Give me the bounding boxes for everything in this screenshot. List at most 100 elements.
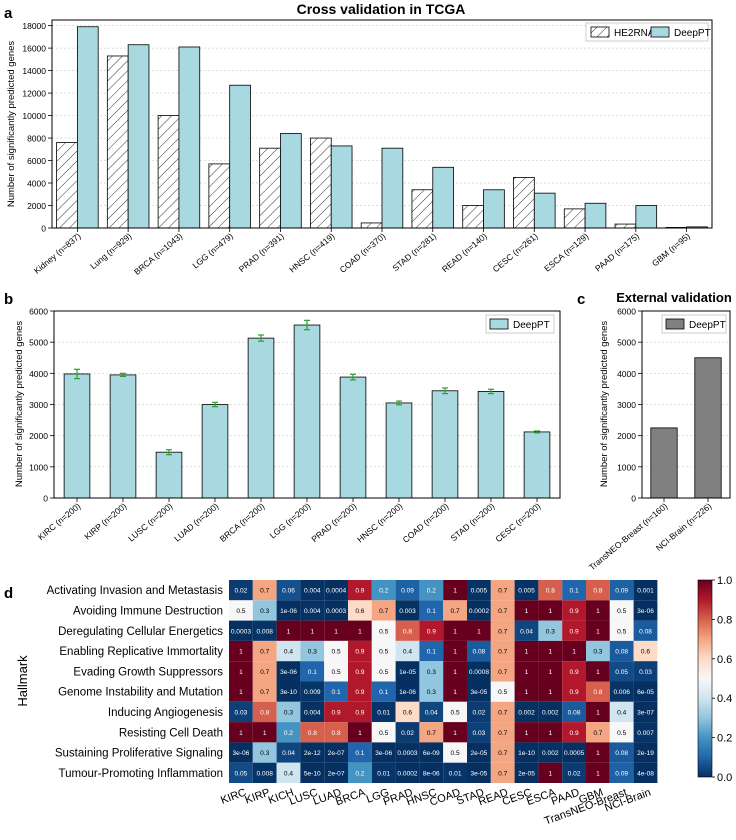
heatmap-cell-label: 0.0002 (469, 608, 490, 615)
heatmap-cell (371, 742, 396, 763)
heatmap-cell (229, 580, 253, 601)
heatmap-cell-label: 0.8 (593, 689, 602, 696)
heatmap-cell (276, 661, 301, 682)
heatmap-cell (371, 681, 396, 702)
b-bar (247, 337, 275, 499)
panel-a-chart: Cross validation in TCGA Number of signi… (6, 1, 713, 277)
heatmap-cell-label: 1 (453, 628, 457, 635)
c-ytick-label: 0 (631, 494, 636, 504)
heatmap-cell-label: 0.5 (617, 628, 626, 635)
heatmap-cell (467, 620, 491, 641)
colorbar-tick-label: 1.0 (717, 575, 732, 587)
heatmap-cell-label: 0.1 (379, 689, 388, 696)
a-bar (563, 208, 586, 229)
a-bar (411, 189, 434, 229)
heatmap-cell-label: 0.7 (498, 649, 507, 656)
a-xtick-label: STAD (n=281) (390, 231, 438, 273)
heatmap-cell (586, 600, 610, 621)
heatmap-cell (419, 762, 444, 783)
heatmap-cell-label: 0.5 (451, 750, 460, 757)
heatmap-cell (252, 580, 277, 601)
a-xtick-label: LGG (n=479) (190, 231, 235, 271)
a-ytick-label: 4000 (27, 179, 46, 189)
heatmap-cell (490, 681, 515, 702)
heatmap-cell-label: 0.9 (332, 709, 341, 716)
heatmap-cell-label: 0.9 (570, 669, 579, 676)
heatmap-cell-label: 0.002 (518, 709, 535, 716)
a-xtick-label: ESCA (n=129) (542, 231, 590, 274)
heatmap-cell (229, 722, 253, 743)
colorbar-tick-label: 0.2 (717, 733, 732, 745)
heatmap-cell (300, 762, 325, 783)
heatmap-cell-label: 0.007 (637, 730, 654, 737)
heatmap-cell-label: 0.08 (472, 649, 485, 656)
heatmap-cell (300, 600, 325, 621)
heatmap-cell (514, 742, 539, 763)
heatmap-cell-label: 0.008 (256, 628, 273, 635)
heatmap-cell (514, 661, 539, 682)
heatmap-cell-label: 0.7 (379, 608, 388, 615)
a-bar (178, 46, 201, 229)
heatmap-cell-label: 0.5 (379, 669, 388, 676)
heatmap-cell-label: 0.08 (615, 750, 628, 757)
heatmap-cell (633, 600, 658, 621)
b-ytick-label: 6000 (29, 307, 48, 317)
a-bar (56, 142, 78, 229)
heatmap-cell (586, 580, 610, 601)
heatmap-cell-label: 0.09 (615, 770, 628, 777)
legend-label-deeppt-b: DeepPT (513, 320, 550, 331)
chart-c-ylabel: Number of significantly predicted genes (599, 321, 610, 488)
heatmap-cell (252, 600, 277, 621)
heatmap-cell (562, 762, 586, 783)
c-bar (650, 427, 678, 499)
heatmap-cell-label: 0.7 (260, 669, 269, 676)
heatmap-cell (538, 742, 563, 763)
heatmap-cell-label: 2e-19 (637, 750, 654, 757)
chart-b-legend: DeepPT (485, 314, 555, 334)
a-bar (157, 115, 180, 229)
heatmap-cell-label: 3e-10 (280, 689, 297, 696)
heatmap-cell-label: 1 (239, 730, 243, 737)
heatmap-cell (419, 661, 444, 682)
heatmap-cell-label: 0.6 (403, 709, 412, 716)
heatmap-cell-label: 0.03 (234, 709, 247, 716)
b-bar (385, 402, 413, 499)
a-ytick-label: 2000 (27, 201, 46, 211)
a-bar (106, 55, 129, 229)
chart-d-ylabel: Hallmark (15, 655, 30, 707)
heatmap-cell (538, 600, 563, 621)
heatmap-cell-label: 0.004 (304, 608, 321, 615)
heatmap-cell (371, 762, 396, 783)
heatmap-cell-label: 0.8 (332, 730, 341, 737)
heatmap-cell-label: 0.1 (427, 608, 436, 615)
heatmap-cell (562, 722, 586, 743)
heatmap-cell (371, 580, 396, 601)
heatmap-cell-label: 5e-10 (304, 770, 321, 777)
heatmap-cell-label: 0.4 (284, 649, 293, 656)
legend-swatch-deeppt-b (489, 318, 509, 330)
heatmap-cell (609, 681, 634, 702)
heatmap-cell (562, 661, 586, 682)
heatmap-cell (324, 701, 348, 723)
heatmap-cell-label: 6e-09 (423, 750, 440, 757)
chart-b-frame (53, 310, 561, 499)
heatmap-cell (252, 742, 277, 763)
c-ytick-label: 3000 (617, 400, 636, 410)
heatmap-cell (419, 742, 444, 763)
heatmap-cell (538, 620, 563, 641)
heatmap-cell (490, 661, 515, 682)
c-xtick-label: TransNEO-Breast (n=160) (587, 501, 669, 572)
heatmap-cell-label: 1 (596, 770, 600, 777)
heatmap-cell (633, 701, 658, 723)
heatmap-cell-label: 0.9 (427, 628, 436, 635)
heatmap-cell (348, 580, 372, 601)
heatmap-cell-label: 4e-08 (637, 770, 654, 777)
heatmap-cell-label: 0.5 (379, 628, 388, 635)
heatmap-cell-label: 0.7 (498, 628, 507, 635)
heatmap-cell (514, 701, 539, 723)
heatmap-cell-label: 0.01 (377, 709, 390, 716)
heatmap-cell-label: 0.9 (355, 669, 364, 676)
heatmap-cell (538, 661, 563, 682)
heatmap-cell-label: 1 (525, 669, 529, 676)
heatmap-cell-label: 0.5 (332, 649, 341, 656)
